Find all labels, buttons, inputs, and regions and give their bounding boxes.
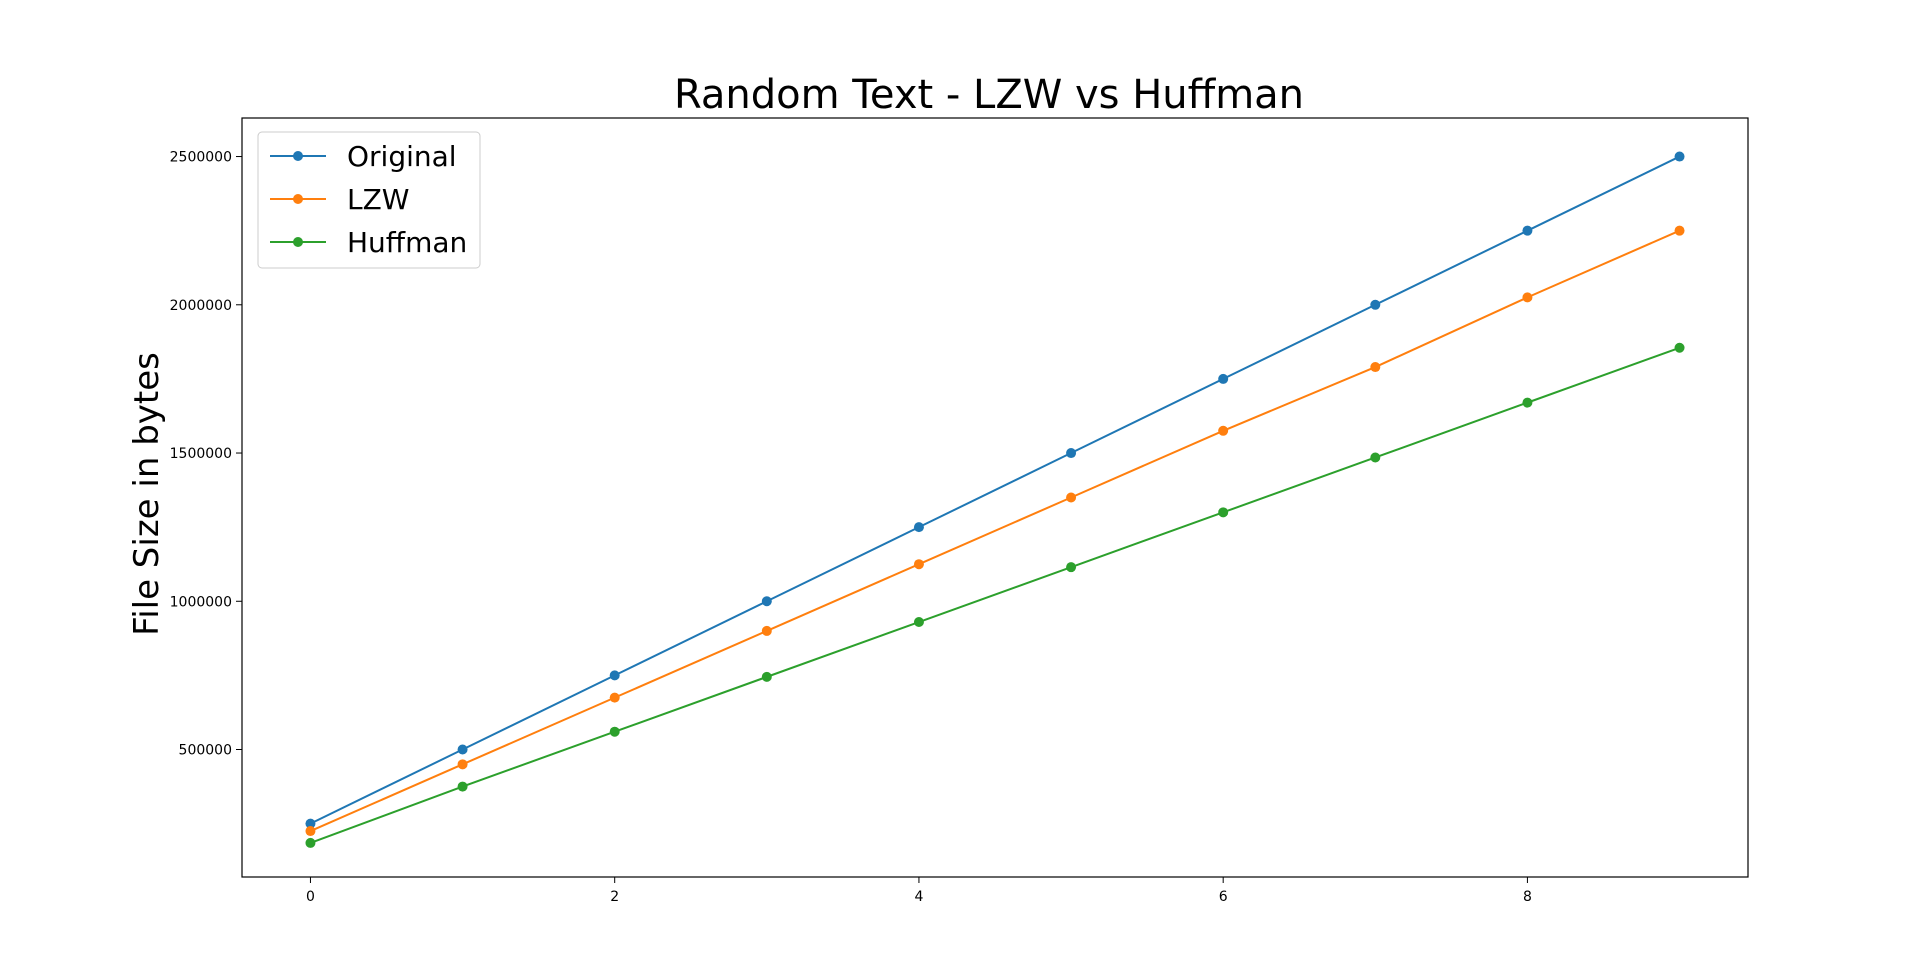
data-point-original xyxy=(1370,299,1381,310)
series-line-lzw xyxy=(310,229,1680,832)
data-point-lzw xyxy=(305,826,316,837)
legend-box xyxy=(257,131,481,269)
data-point-huffman xyxy=(609,726,620,737)
legend-label: LZW xyxy=(347,183,409,216)
data-point-lzw xyxy=(761,625,772,636)
axis-ticks: 0 2 4 6 8 500000 1000000 1500000 2000000 2500000 xyxy=(170,150,1532,905)
legend-marker xyxy=(293,151,303,161)
data-point-huffman xyxy=(1522,397,1533,408)
series-line-original xyxy=(310,155,1680,825)
y-tick-label: 2000000 xyxy=(170,298,232,314)
data-point-original xyxy=(913,522,924,533)
legend: Original LZW Huffman xyxy=(257,131,481,269)
data-point-lzw xyxy=(913,559,924,570)
y-tick-label: 1000000 xyxy=(170,594,232,610)
y-tick-label: 500000 xyxy=(179,743,232,759)
series-lines xyxy=(305,151,1685,848)
data-point-huffman xyxy=(457,781,468,792)
axes-frame xyxy=(241,117,1749,878)
chart-title: Random Text - LZW vs Huffman xyxy=(674,72,1304,118)
data-point-huffman xyxy=(913,617,924,628)
data-point-huffman xyxy=(761,671,772,682)
data-point-lzw xyxy=(1218,425,1229,436)
plot-area: 0 2 4 6 85000001000000150000020000002500000 … xyxy=(170,117,1749,905)
legend-marker xyxy=(293,194,303,204)
data-point-original xyxy=(609,670,620,681)
data-point-original xyxy=(1674,151,1685,162)
y-tick-label: 1500000 xyxy=(170,446,232,462)
legend-label: Original xyxy=(347,140,457,173)
data-point-original xyxy=(761,596,772,607)
data-point-huffman xyxy=(1218,507,1229,518)
legend-label: Huffman xyxy=(347,226,467,259)
data-point-original xyxy=(305,818,316,829)
data-point-lzw xyxy=(609,692,620,703)
y-axis-label: File Size in bytes xyxy=(127,352,167,636)
x-tick-label: 2 xyxy=(610,889,619,905)
x-tick-label: 8 xyxy=(1523,889,1532,905)
y-tick-label: 2500000 xyxy=(170,150,232,166)
data-point-huffman xyxy=(1066,562,1077,573)
data-point-lzw xyxy=(1066,492,1077,503)
data-point-huffman xyxy=(305,837,316,848)
data-point-lzw xyxy=(1370,362,1381,373)
data-point-original xyxy=(1522,225,1533,236)
data-point-huffman xyxy=(1370,452,1381,463)
x-tick-label: 6 xyxy=(1219,889,1228,905)
series-line-huffman xyxy=(310,346,1680,844)
data-point-lzw xyxy=(1674,225,1685,236)
data-point-original xyxy=(1218,373,1229,384)
legend-marker xyxy=(293,237,303,247)
data-point-lzw xyxy=(457,759,468,770)
data-point-original xyxy=(457,744,468,755)
data-point-huffman xyxy=(1674,342,1685,353)
data-point-original xyxy=(1066,448,1077,459)
x-tick-label: 4 xyxy=(914,889,923,905)
data-point-lzw xyxy=(1522,292,1533,303)
x-tick-label: 0 xyxy=(306,889,315,905)
